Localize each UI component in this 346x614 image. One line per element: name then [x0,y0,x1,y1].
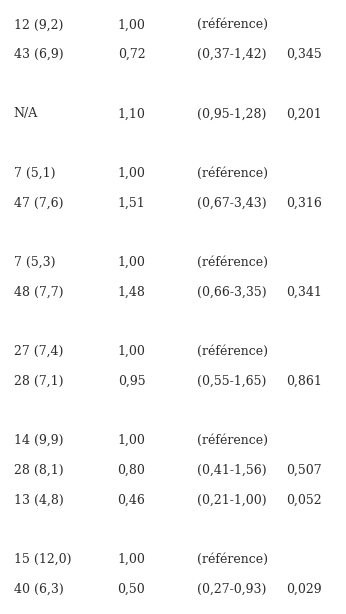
Text: 1,00: 1,00 [117,434,145,447]
Text: 1,00: 1,00 [117,553,145,566]
Text: 13 (4,8): 13 (4,8) [14,494,64,507]
Text: 0,50: 0,50 [118,583,145,596]
Text: 15 (12,0): 15 (12,0) [14,553,71,566]
Text: 0,80: 0,80 [117,464,145,477]
Text: (0,27-0,93): (0,27-0,93) [197,583,267,596]
Text: (0,95-1,28): (0,95-1,28) [197,107,267,120]
Text: N/A: N/A [14,107,38,120]
Text: 0,861: 0,861 [286,375,322,388]
Text: (référence): (référence) [197,167,268,180]
Text: 0,95: 0,95 [118,375,145,388]
Text: 43 (6,9): 43 (6,9) [14,48,63,61]
Text: 0,029: 0,029 [286,583,322,596]
Text: 14 (9,9): 14 (9,9) [14,434,63,447]
Text: 7 (5,3): 7 (5,3) [14,256,55,269]
Text: 40 (6,3): 40 (6,3) [14,583,64,596]
Text: (0,21-1,00): (0,21-1,00) [197,494,267,507]
Text: 27 (7,4): 27 (7,4) [14,345,63,358]
Text: 1,51: 1,51 [118,196,145,209]
Text: 0,052: 0,052 [286,494,322,507]
Text: (référence): (référence) [197,434,268,447]
Text: (0,37-1,42): (0,37-1,42) [197,48,267,61]
Text: (référence): (référence) [197,18,268,31]
Text: 1,00: 1,00 [117,256,145,269]
Text: (référence): (référence) [197,553,268,566]
Text: (0,66-3,35): (0,66-3,35) [197,286,267,298]
Text: 0,72: 0,72 [118,48,145,61]
Text: 1,00: 1,00 [117,18,145,31]
Text: 1,00: 1,00 [117,345,145,358]
Text: 12 (9,2): 12 (9,2) [14,18,63,31]
Text: 7 (5,1): 7 (5,1) [14,167,55,180]
Text: 1,00: 1,00 [117,167,145,180]
Text: (0,55-1,65): (0,55-1,65) [197,375,267,388]
Text: 28 (7,1): 28 (7,1) [14,375,63,388]
Text: 0,507: 0,507 [286,464,322,477]
Text: (0,41-1,56): (0,41-1,56) [197,464,267,477]
Text: 0,345: 0,345 [286,48,322,61]
Text: 28 (8,1): 28 (8,1) [14,464,63,477]
Text: 0,201: 0,201 [286,107,322,120]
Text: 47 (7,6): 47 (7,6) [14,196,63,209]
Text: (référence): (référence) [197,345,268,358]
Text: (référence): (référence) [197,256,268,269]
Text: 1,10: 1,10 [117,107,145,120]
Text: 0,316: 0,316 [286,196,322,209]
Text: (0,67-3,43): (0,67-3,43) [197,196,267,209]
Text: 0,46: 0,46 [117,494,145,507]
Text: 1,48: 1,48 [117,286,145,298]
Text: 0,341: 0,341 [286,286,322,298]
Text: 48 (7,7): 48 (7,7) [14,286,63,298]
